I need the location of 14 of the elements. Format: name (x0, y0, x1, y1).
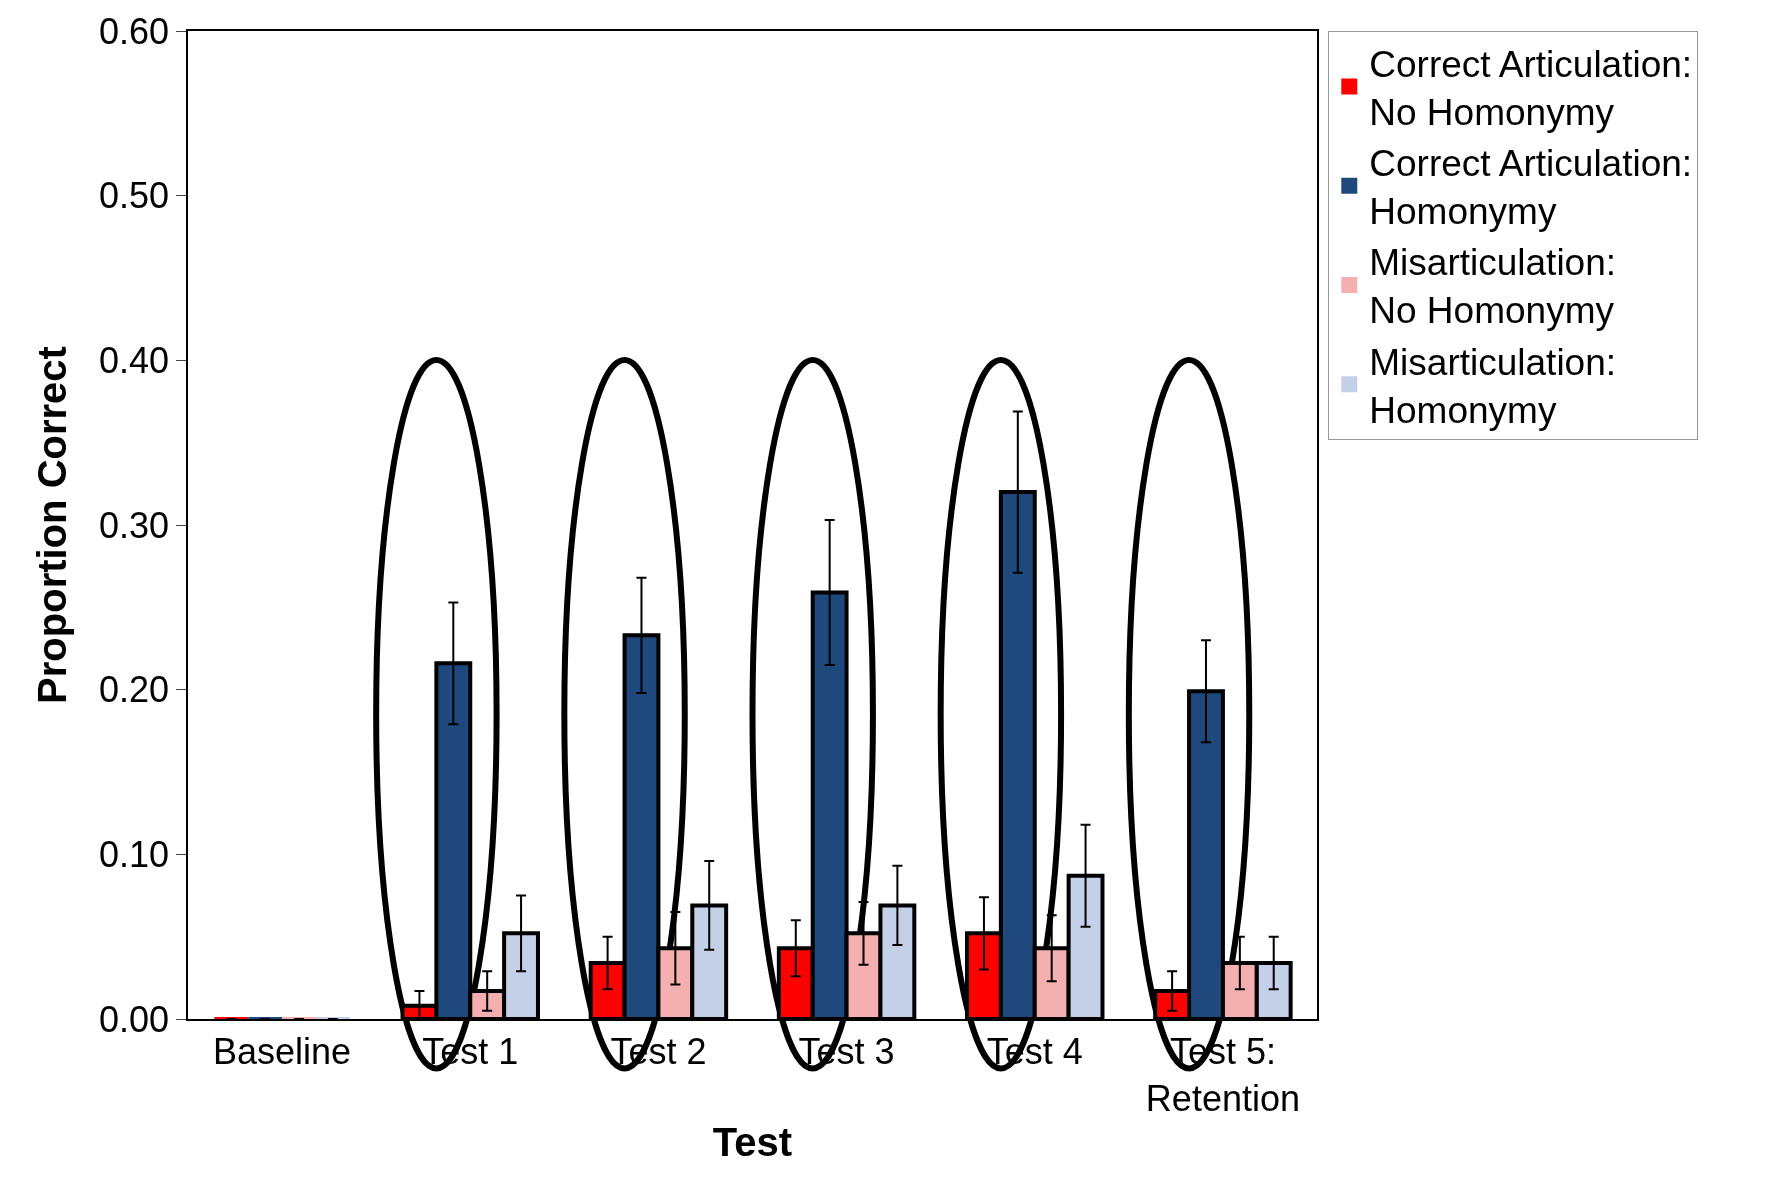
x-axis-title: Test (712, 1119, 793, 1164)
legend-label: Misarticulation: Homonymy (1369, 341, 1617, 431)
y-tick-label: 0.60 (98, 10, 170, 52)
y-tick-label: 0.00 (98, 998, 170, 1040)
legend-label: Misarticulation: No Homonymy (1369, 242, 1617, 332)
y-tick-label: 0.10 (98, 833, 170, 875)
legend-label: Correct Articulation: No Homonymy (1369, 43, 1693, 134)
y-axis-title: Proportion Correct (29, 346, 74, 704)
y-tick-label: 0.30 (98, 504, 170, 546)
x-tick-label: Baseline (213, 1030, 352, 1072)
y-tick-label: 0.50 (98, 175, 170, 217)
legend-label: Correct Articulation: Homonymy (1369, 143, 1693, 233)
y-tick-label: 0.40 (98, 339, 170, 381)
y-tick-label: 0.20 (98, 669, 170, 711)
